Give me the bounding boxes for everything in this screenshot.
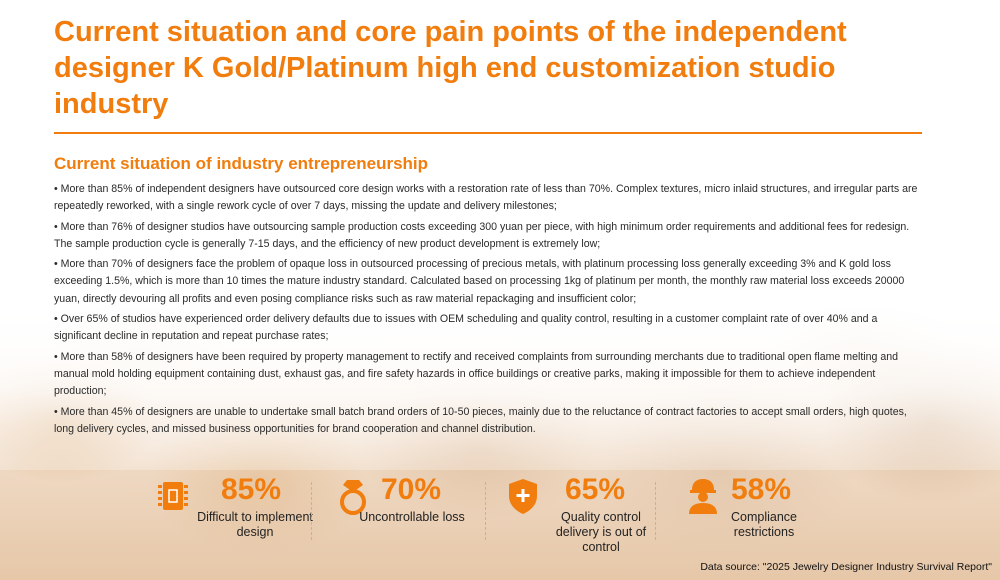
stat-quality: 65% Quality control delivery is out of c… <box>505 474 665 554</box>
bullet-item: • More than 58% of designers have been r… <box>54 350 899 398</box>
stat-divider <box>485 482 486 540</box>
bullet-item: • More than 76% of designer studios have… <box>54 220 910 250</box>
worker-icon <box>689 479 717 514</box>
chip-icon <box>158 482 188 510</box>
bullet-item: • Over 65% of studios have experienced o… <box>54 313 878 343</box>
stat-value: 65% <box>565 473 626 506</box>
stat-label: Uncontrollable loss <box>359 510 465 524</box>
stat-value: 58% <box>731 473 792 506</box>
section-subtitle: Current situation of industry entreprene… <box>54 154 429 173</box>
background-fade <box>0 300 1000 470</box>
bullet-item: • More than 85% of independent designers… <box>54 183 918 213</box>
page-title: Current situation and core pain points o… <box>54 16 847 120</box>
stat-value: 85% <box>221 473 282 506</box>
bullet-item: • More than 45% of designers are unable … <box>54 405 907 435</box>
title-underline <box>54 132 922 134</box>
shield-plus-icon <box>509 479 537 514</box>
stat-loss: 70% Uncontrollable loss <box>335 474 485 554</box>
stat-design: 85% Difficult to implement design <box>155 473 313 554</box>
stat-label: Quality control delivery is out of contr… <box>555 510 647 554</box>
stat-divider <box>311 482 312 540</box>
stats-row: 85% Difficult to implement design 70% Un… <box>155 474 815 554</box>
ring-icon <box>340 480 366 515</box>
data-source: Data source: "2025 Jewelry Designer Indu… <box>700 561 992 573</box>
stat-label: Difficult to implement design <box>197 510 313 539</box>
bullet-list: • More than 85% of independent designers… <box>54 181 926 441</box>
bullet-item: • More than 70% of designers face the pr… <box>54 258 905 305</box>
stat-compliance: 58% Compliance restrictions <box>685 474 835 554</box>
stat-divider <box>655 482 656 540</box>
stat-label: Compliance restrictions <box>730 510 797 539</box>
stat-value: 70% <box>381 473 442 506</box>
